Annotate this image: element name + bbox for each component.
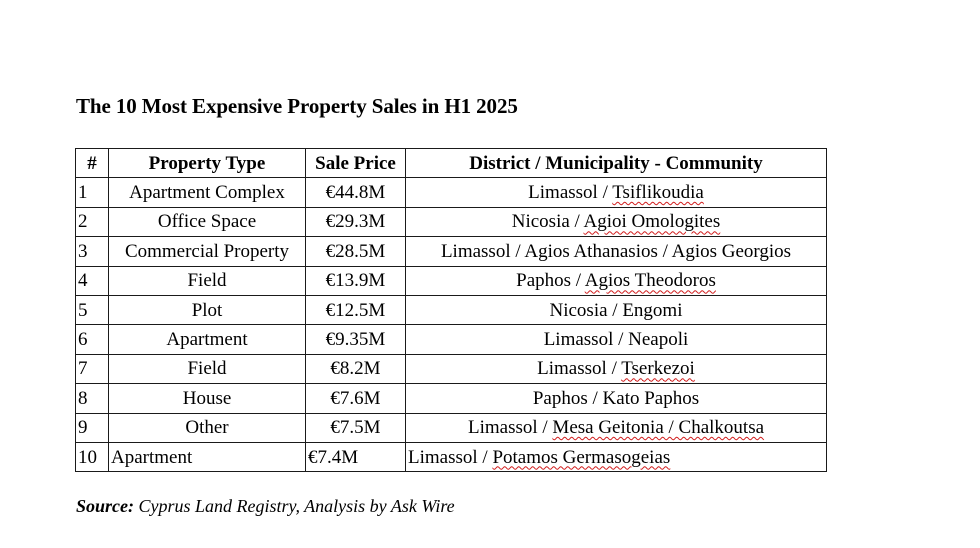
location-cell: Limassol / Agios Athanasios / Agios Geor… [405, 236, 827, 267]
community-text: Tsiflikoudia [612, 182, 704, 204]
sale-price-cell: €8.2M [305, 353, 406, 385]
source-note: Source: Cyprus Land Registry, Analysis b… [76, 496, 455, 517]
sale-price-cell: €13.9M [305, 265, 406, 296]
row-number: 10 [75, 441, 109, 473]
community-text: Agios Theodoros [584, 270, 716, 292]
property-type-cell: Other [108, 412, 306, 443]
source-label: Source: [76, 496, 134, 516]
location-cell: Limassol / Mesa Geitonia / Chalkoutsa [405, 412, 827, 443]
sale-price-cell: €28.5M [305, 236, 406, 267]
community-text: Tserkezoi [621, 358, 695, 380]
property-type-cell: Apartment [108, 441, 306, 473]
sale-price-cell: €44.8M [305, 177, 406, 208]
location-cell: Paphos / Agios Theodoros [405, 265, 827, 296]
row-number: 7 [75, 353, 109, 385]
row-number: 6 [75, 324, 109, 355]
district-text: Nicosia [549, 299, 608, 321]
table-row: 10 Apartment €7.4M Limassol / Potamos Ge… [75, 441, 827, 473]
community-text: Potamos Germasogeias [492, 446, 671, 468]
header-sale-price: Sale Price [305, 147, 406, 179]
sale-price-cell: €9.35M [305, 324, 406, 355]
sale-price-cell: €12.5M [305, 294, 406, 326]
table-row: 5 Plot €12.5M Nicosia / Engomi [75, 294, 827, 326]
property-type-cell: Office Space [108, 206, 306, 238]
property-type-cell: Commercial Property [108, 236, 306, 267]
table-row: 8 House €7.6M Paphos / Kato Paphos [75, 383, 827, 414]
location-cell: Paphos / Kato Paphos [405, 383, 827, 414]
community-text: Neapoli [628, 329, 689, 351]
sale-price-cell: €29.3M [305, 206, 406, 238]
sale-price-cell: €7.5M [305, 412, 406, 443]
district-text: Limassol [440, 240, 511, 262]
location-cell: Nicosia / Agioi Omologites [405, 206, 827, 238]
location-cell: Limassol / Tsiflikoudia [405, 177, 827, 208]
community-text: Agioi Omologites [583, 211, 721, 233]
page-title: The 10 Most Expensive Property Sales in … [76, 94, 518, 118]
header-location: District / Municipality - Community [405, 147, 827, 179]
district-text: Limassol [528, 182, 598, 204]
community-text: Mesa Geitonia / Chalkoutsa [552, 417, 765, 439]
property-type-cell: Field [108, 265, 306, 296]
district-text: Limassol [537, 358, 607, 380]
row-number: 9 [75, 412, 109, 443]
source-text: Cyprus Land Registry, Analysis by Ask Wi… [138, 496, 455, 516]
property-type-cell: Field [108, 353, 306, 385]
row-number: 3 [75, 236, 109, 267]
table-row: 7 Field €8.2M Limassol / Tserkezoi [75, 353, 827, 385]
table-row: 9 Other €7.5M Limassol / Mesa Geitonia /… [75, 412, 827, 443]
table-row: 6 Apartment €9.35M Limassol / Neapoli [75, 324, 827, 355]
property-type-cell: Plot [108, 294, 306, 326]
header-property-type: Property Type [108, 147, 306, 179]
district-text: Nicosia [511, 211, 570, 233]
property-type-cell: House [108, 383, 306, 414]
district-text: Paphos [532, 387, 588, 409]
location-cell: Limassol / Potamos Germasogeias [405, 441, 827, 473]
district-text: Limassol [408, 446, 478, 468]
community-text: Engomi [622, 299, 683, 321]
table-row: 3 Commercial Property €28.5M Limassol / … [75, 236, 827, 267]
district-text: Limassol [543, 329, 614, 351]
row-number: 5 [75, 294, 109, 326]
row-number: 8 [75, 383, 109, 414]
district-text: Paphos [516, 270, 572, 292]
property-sales-table: # Property Type Sale Price District / Mu… [75, 147, 827, 473]
table-row: 1 Apartment Complex €44.8M Limassol / Ts… [75, 177, 827, 208]
property-type-cell: Apartment [108, 324, 306, 355]
location-cell: Limassol / Tserkezoi [405, 353, 827, 385]
sale-price-cell: €7.6M [305, 383, 406, 414]
row-number: 2 [75, 206, 109, 238]
district-text: Limassol [467, 417, 538, 439]
table-header-row: # Property Type Sale Price District / Mu… [75, 147, 827, 179]
community-text: Kato Paphos [602, 387, 700, 409]
table-row: 4 Field €13.9M Paphos / Agios Theodoros [75, 265, 827, 296]
sale-price-cell: €7.4M [305, 441, 406, 473]
property-type-cell: Apartment Complex [108, 177, 306, 208]
location-cell: Limassol / Neapoli [405, 324, 827, 355]
header-number: # [75, 147, 109, 179]
table-row: 2 Office Space €29.3M Nicosia / Agioi Om… [75, 206, 827, 238]
row-number: 1 [75, 177, 109, 208]
row-number: 4 [75, 265, 109, 296]
community-text: Agios Athanasios / Agios Georgios [524, 240, 792, 262]
location-cell: Nicosia / Engomi [405, 294, 827, 326]
